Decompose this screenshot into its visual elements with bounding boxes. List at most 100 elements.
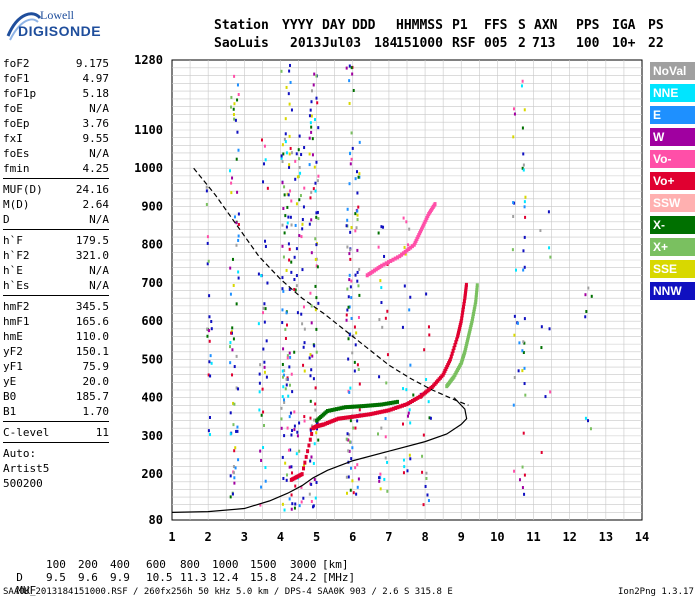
echo-point-X <box>357 404 361 409</box>
noise-echo <box>235 386 238 390</box>
noise-echo <box>302 496 305 500</box>
d-value: 600 <box>146 558 166 571</box>
noise-echo <box>281 244 284 248</box>
noise-echo <box>523 473 526 477</box>
echo-point-X <box>386 401 390 406</box>
noise-echo <box>262 311 265 315</box>
echo-point-X <box>471 314 475 319</box>
noise-echo <box>299 171 302 175</box>
x-tick-label: 10 <box>490 530 504 544</box>
echo-point-X <box>375 402 379 407</box>
noise-echo <box>262 180 265 184</box>
param-value: 150.1 <box>75 345 109 358</box>
param-row: M(D) 2.64 <box>3 197 109 212</box>
x-tick-label: 2 <box>205 530 212 544</box>
noise-echo <box>298 134 301 138</box>
noise-echo <box>348 390 351 394</box>
noise-echo <box>352 426 355 430</box>
noise-echo <box>407 243 410 247</box>
echo-point-Vo <box>450 351 454 356</box>
noise-echo <box>347 449 350 453</box>
noise-echo <box>317 126 320 130</box>
noise-echo <box>262 410 265 414</box>
echo-point-X <box>472 307 476 312</box>
noise-echo <box>428 416 431 420</box>
noise-echo <box>261 138 264 142</box>
noise-echo <box>263 144 266 148</box>
echo-point-X <box>341 405 345 410</box>
noise-echo <box>285 383 288 387</box>
scaled-parameters-panel: foF2 9.175 foF1 4.97 foF1p 5.18 foE N/A foEp 3.76… <box>3 56 109 491</box>
noise-echo <box>237 238 240 242</box>
noise-echo <box>358 408 361 412</box>
noise-echo <box>232 107 235 111</box>
noise-echo <box>422 433 425 437</box>
echo-point-X <box>339 406 343 411</box>
echo-point-X <box>389 401 393 405</box>
noise-echo <box>293 410 296 414</box>
noise-echo <box>285 311 288 315</box>
noise-echo <box>232 401 235 405</box>
echo-point-X <box>470 319 474 324</box>
noise-echo <box>280 417 283 421</box>
param-value: 75.9 <box>82 360 110 373</box>
param-name: h`E <box>3 264 23 277</box>
logo-line1: Lowell <box>40 8 74 22</box>
noise-echo <box>349 230 352 234</box>
noise-echo <box>264 158 267 162</box>
noise-echo <box>310 125 313 129</box>
noise-echo <box>264 245 267 249</box>
noise-echo <box>286 377 289 381</box>
noise-echo <box>522 268 525 272</box>
noise-echo <box>258 381 261 385</box>
noise-echo <box>523 205 526 209</box>
noise-echo <box>284 214 287 218</box>
header-label: HHMMSS <box>396 18 443 33</box>
noise-echo <box>230 95 233 99</box>
echo-point-Vo <box>453 343 457 348</box>
echo-point-X <box>355 404 359 409</box>
y-tick-label: 800 <box>141 238 163 252</box>
param-name: B1 <box>3 405 17 418</box>
echo-point-Vo <box>389 258 393 263</box>
noise-echo <box>315 160 318 164</box>
noise-echo <box>281 181 284 185</box>
noise-echo <box>301 222 304 226</box>
noise-echo <box>355 492 358 496</box>
echo-point-Vo <box>398 404 402 409</box>
echo-point-Vo <box>389 407 393 412</box>
noise-echo <box>293 506 296 510</box>
noise-echo <box>349 248 352 252</box>
noise-echo <box>313 344 316 348</box>
noise-echo <box>293 424 296 428</box>
echo-point-Vo <box>461 304 465 309</box>
param-value: 179.5 <box>75 234 109 247</box>
noise-echo <box>380 426 383 430</box>
noise-echo <box>237 148 240 152</box>
noise-echo <box>282 385 285 389</box>
autoscaling-line: Artist5 <box>3 462 50 475</box>
noise-echo <box>590 294 593 298</box>
footer-info: SAA0K_2013184151000.RSF / 260fx256h 50 k… <box>3 587 453 597</box>
noise-echo <box>523 265 526 269</box>
echo-point-Vo <box>373 411 377 416</box>
noise-echo <box>348 252 351 256</box>
noise-echo <box>207 429 210 433</box>
x-tick-label: 13 <box>599 530 613 544</box>
noise-echo <box>425 378 428 382</box>
header-value: 2013 <box>290 36 322 51</box>
param-value: 5.18 <box>82 87 110 100</box>
noise-echo <box>286 426 289 430</box>
echo-point-Vo <box>451 348 455 353</box>
param-name: B0 <box>3 390 17 403</box>
echo-point-X <box>359 404 363 409</box>
param-row: foEp 3.76 <box>3 116 109 131</box>
noise-echo <box>285 473 288 477</box>
x-tick-label: 14 <box>635 530 649 544</box>
param-row: B0 185.7 <box>3 389 109 404</box>
noise-echo <box>234 466 237 470</box>
noise-echo <box>303 146 306 150</box>
noise-echo <box>382 225 385 229</box>
echo-point-Vo <box>414 396 418 401</box>
noise-echo <box>281 369 284 373</box>
